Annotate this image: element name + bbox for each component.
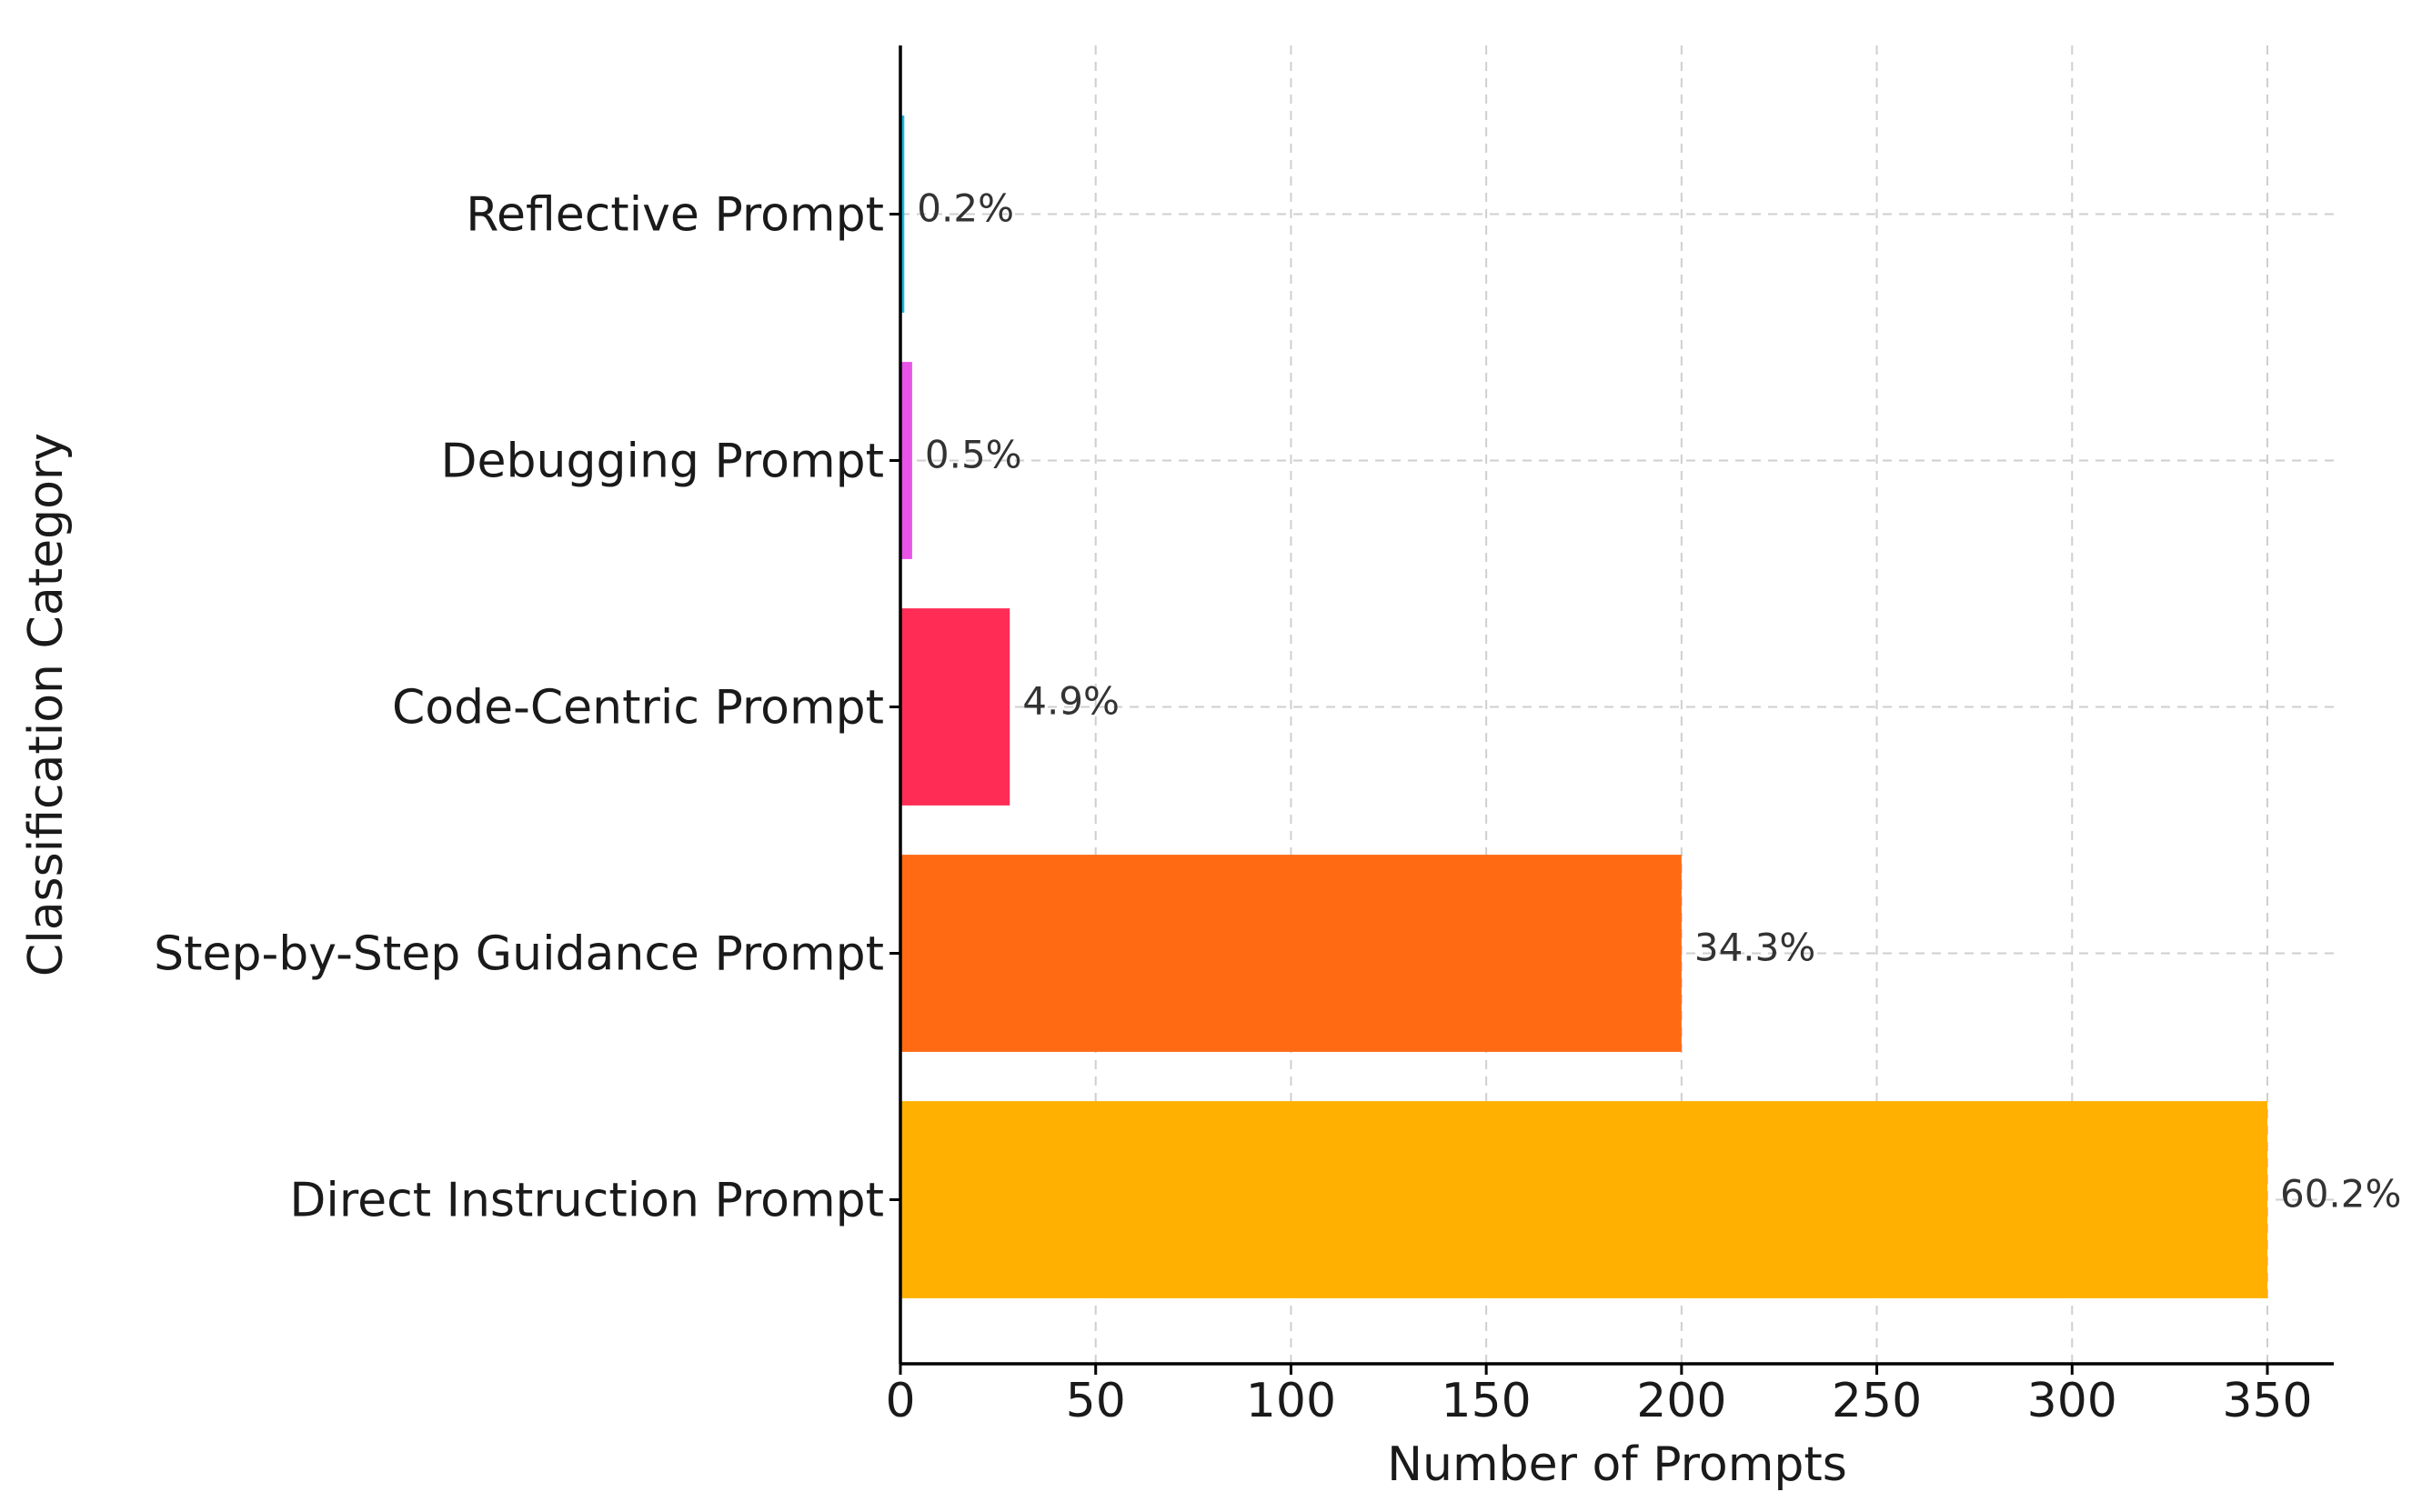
y-tick-label: Step-by-Step Guidance Prompt <box>154 927 884 982</box>
x-tick-label: 300 <box>2027 1374 2117 1428</box>
y-axis-title: Classification Category <box>19 433 74 976</box>
bar <box>900 1101 2267 1298</box>
axes <box>899 45 2334 1366</box>
bar <box>900 608 1010 806</box>
x-tick-label: 350 <box>2222 1374 2312 1428</box>
y-tick-label: Code-Centric Prompt <box>392 681 884 736</box>
bar-value-label: 0.5% <box>925 433 1022 477</box>
x-tick-label: 50 <box>1066 1374 1126 1428</box>
bar-value-label: 4.9% <box>1022 679 1120 724</box>
data-labels: 60.2% 34.3% 4.9% 0.5% 0.2% <box>917 186 2401 1217</box>
y-tick-label: Reflective Prompt <box>466 188 884 243</box>
x-ticks: 0 50 100 150 200 250 300 350 <box>885 1364 2313 1428</box>
bar-value-label: 60.2% <box>2280 1172 2401 1217</box>
bars <box>900 115 2267 1298</box>
x-tick-label: 200 <box>1636 1374 1726 1428</box>
bar <box>900 855 1682 1052</box>
x-tick-label: 100 <box>1246 1374 1336 1428</box>
x-tick-label: 150 <box>1442 1374 1532 1428</box>
y-tick-label: Debugging Prompt <box>441 435 885 489</box>
bar-value-label: 34.3% <box>1694 926 1815 970</box>
x-tick-label: 0 <box>885 1374 915 1428</box>
y-tick-label: Direct Instruction Prompt <box>289 1174 884 1228</box>
y-ticks: Direct Instruction Prompt Step-by-Step Gu… <box>154 188 900 1228</box>
grid <box>899 45 2334 1364</box>
bar <box>900 362 912 559</box>
bar-value-label: 0.2% <box>917 186 1014 231</box>
bar <box>900 115 905 313</box>
x-tick-label: 250 <box>1832 1374 1922 1428</box>
x-axis-title: Number of Prompts <box>1387 1437 1847 1492</box>
